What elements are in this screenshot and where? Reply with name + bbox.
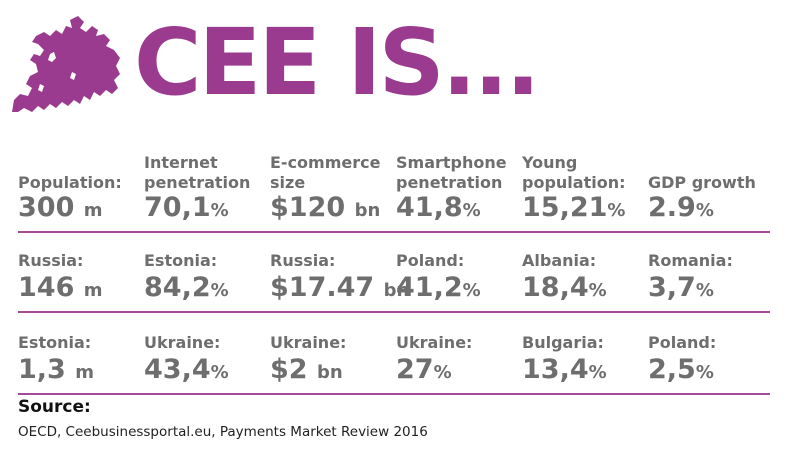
stat-value: 146 m	[18, 272, 103, 307]
stat-number: 13,4	[522, 354, 589, 385]
stat-number: $120	[270, 192, 346, 223]
stat-value: 2,5%	[648, 354, 714, 389]
stat-value: $120 bn	[270, 192, 380, 227]
stat-label: Internet penetration	[144, 153, 251, 192]
stat-unit: m	[83, 200, 103, 221]
stat-number: 70,1	[144, 192, 211, 223]
stat-cell: Bulgaria: 13,4%	[522, 313, 648, 395]
stat-value: 15,21%	[522, 192, 625, 227]
header: CEE IS...	[10, 9, 790, 116]
stat-label: Romania:	[648, 251, 733, 270]
stat-number: 146	[18, 272, 75, 303]
stat-number: 300	[18, 192, 75, 223]
stat-unit: m	[83, 280, 103, 301]
stat-cell: Population: 300 m	[18, 150, 144, 233]
stat-number: 41,8	[396, 192, 463, 223]
stat-value: 70,1%	[144, 192, 229, 227]
stat-label: Poland:	[396, 251, 465, 270]
stat-number: $17.47	[270, 272, 375, 303]
stat-label: Russia:	[270, 251, 336, 270]
stat-cell: Poland: 41,2%	[396, 233, 522, 313]
stat-cell: Albania: 18,4%	[522, 233, 648, 313]
stat-number: 1,3	[18, 354, 66, 385]
stat-number: $2	[270, 354, 308, 385]
stat-label: Bulgaria:	[522, 333, 604, 352]
stat-cell: Ukraine: 27%	[396, 313, 522, 395]
stat-number: 2,5	[648, 354, 696, 385]
stat-label: Smartphone penetration	[396, 153, 507, 192]
stat-cell: Internet penetration 70,1%	[144, 150, 270, 233]
stat-cell: Estonia: 1,3 m	[18, 313, 144, 395]
stat-value: 84,2%	[144, 272, 229, 307]
stat-unit: %	[588, 362, 607, 383]
stat-cell: Poland: 2,5%	[648, 313, 770, 395]
stat-value: 18,4%	[522, 272, 607, 307]
stat-cell: Russia: $17.47 bn	[270, 233, 409, 313]
stat-value: 2.9%	[648, 192, 714, 227]
stat-number: 27	[396, 354, 434, 385]
stat-number: 84,2	[144, 272, 211, 303]
stat-value: $17.47 bn	[270, 272, 409, 307]
stat-cell: Smartphone penetration 41,8%	[396, 150, 522, 233]
stat-label: GDP growth	[648, 173, 756, 192]
stat-label: Ukraine:	[144, 333, 221, 352]
stat-value: 3,7%	[648, 272, 714, 307]
source-text: OECD, Ceebusinessportal.eu, Payments Mar…	[18, 424, 428, 440]
stat-value: 41,2%	[396, 272, 481, 307]
stats-row-highest: Russia: 146 m Estonia: 84,2% Russia: $17.47…	[18, 233, 770, 313]
europe-map-icon	[12, 16, 120, 112]
stat-label: Ukraine:	[270, 333, 347, 352]
stat-number: 41,2	[396, 272, 463, 303]
stat-label: Young population:	[522, 153, 626, 192]
stats-grid: Population: 300 m Internet penetration 70,…	[18, 150, 770, 395]
stat-label: Estonia:	[144, 251, 218, 270]
stat-cell: Ukraine: 43,4%	[144, 313, 270, 395]
stat-unit: bn	[316, 362, 343, 383]
stat-cell: Russia: 146 m	[18, 233, 144, 313]
stat-unit: %	[695, 200, 714, 221]
stat-unit: %	[695, 362, 714, 383]
stat-label: Population:	[18, 173, 122, 192]
stat-unit: %	[588, 280, 607, 301]
stat-label: Poland:	[648, 333, 717, 352]
stats-row-lowest: Estonia: 1,3 m Ukraine: 43,4% Ukraine: $2 b…	[18, 313, 770, 395]
stat-value: 27%	[396, 354, 452, 389]
stat-unit: %	[462, 280, 481, 301]
stat-cell: Young population: 15,21%	[522, 150, 648, 233]
stat-cell: Romania: 3,7%	[648, 233, 770, 313]
stat-value: $2 bn	[270, 354, 343, 389]
stat-unit: bn	[354, 200, 381, 221]
stat-value: 41,8%	[396, 192, 481, 227]
stat-value: 1,3 m	[18, 354, 94, 389]
stat-cell: E-commerce size $120 bn	[270, 150, 396, 233]
stat-unit: %	[210, 200, 229, 221]
stat-label: Ukraine:	[396, 333, 473, 352]
stat-value: 13,4%	[522, 354, 607, 389]
stat-label: Albania:	[522, 251, 597, 270]
stat-unit: %	[462, 200, 481, 221]
stat-number: 43,4	[144, 354, 211, 385]
source-title: Source:	[18, 397, 91, 417]
stat-label: Russia:	[18, 251, 84, 270]
stat-unit: m	[75, 362, 95, 383]
stat-label: E-commerce size	[270, 153, 381, 192]
headline: CEE IS...	[134, 9, 541, 116]
stats-row-overview: Population: 300 m Internet penetration 70,…	[18, 150, 770, 233]
stat-number: 18,4	[522, 272, 589, 303]
stat-unit: bn	[383, 280, 410, 301]
stat-value: 43,4%	[144, 354, 229, 389]
stat-unit: %	[210, 362, 229, 383]
stat-unit: %	[607, 200, 626, 221]
stat-number: 2.9	[648, 192, 696, 223]
stat-cell: Ukraine: $2 bn	[270, 313, 396, 395]
stat-value: 300 m	[18, 192, 103, 227]
stat-number: 3,7	[648, 272, 696, 303]
stat-label: Estonia:	[18, 333, 92, 352]
stat-unit: %	[210, 280, 229, 301]
stat-unit: %	[695, 280, 714, 301]
stat-number: 15,21	[522, 192, 608, 223]
stat-cell: GDP growth 2.9%	[648, 150, 770, 233]
stat-cell: Estonia: 84,2%	[144, 233, 270, 313]
stat-unit: %	[433, 362, 452, 383]
